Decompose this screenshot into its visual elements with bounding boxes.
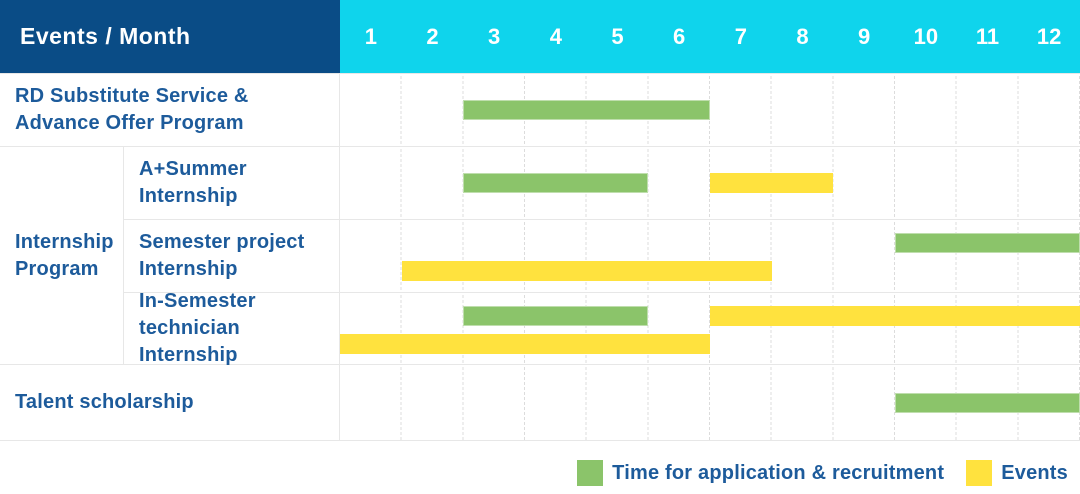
group-label-internship-program: Internship Program xyxy=(0,147,124,365)
row-label-in-semester-technician-internship: In-Semester technician Internship xyxy=(124,290,340,366)
month-header-cell: 3 xyxy=(463,0,525,74)
chart-row-rd-substitute-service xyxy=(340,74,1080,147)
chart-row-semester-project-internship xyxy=(340,220,1080,293)
application-recruitment-bar xyxy=(463,173,649,193)
legend-item-application-recruitment: Time for application & recruitment xyxy=(577,460,944,486)
application-recruitment-bar xyxy=(463,100,710,120)
month-header-cell: 6 xyxy=(648,0,710,74)
application-recruitment-bar xyxy=(463,306,649,326)
events-bar xyxy=(340,334,710,354)
month-header-cell: 8 xyxy=(771,0,834,74)
events-month-table: Events / Month 1 2 3 4 5 6 7 8 9 10 11 1… xyxy=(0,0,1080,441)
row-label-talent-scholarship: Talent scholarship xyxy=(0,365,340,441)
events-bar xyxy=(710,306,1080,326)
legend-label-events: Events xyxy=(1001,461,1068,484)
chart-row-talent-scholarship xyxy=(340,365,1080,441)
application-recruitment-bar xyxy=(895,392,1080,413)
row-label-rd-substitute-service: RD Substitute Service & Advance Offer Pr… xyxy=(0,74,340,147)
legend-item-events: Events xyxy=(966,460,1068,486)
month-header-cell: 1 xyxy=(340,0,402,74)
month-header-cell: 5 xyxy=(586,0,649,74)
chart-row-a-plus-summer-internship xyxy=(340,147,1080,220)
legend-swatch-green xyxy=(577,460,604,486)
month-header-cell: 10 xyxy=(895,0,957,74)
header-events-month: Events / Month xyxy=(0,0,340,74)
events-bar xyxy=(710,173,834,193)
month-header-cell: 11 xyxy=(956,0,1019,74)
events-bar xyxy=(401,261,772,281)
legend-swatch-yellow xyxy=(966,460,993,486)
legend-label-application-recruitment: Time for application & recruitment xyxy=(612,461,945,484)
month-header-cell: 9 xyxy=(833,0,895,74)
month-header-cell: 7 xyxy=(710,0,772,74)
row-label-semester-project-internship: Semester project Internship xyxy=(124,220,340,293)
month-header-cell: 2 xyxy=(401,0,464,74)
legend: Time for application & recruitment Event… xyxy=(577,452,1068,494)
month-header-cell: 4 xyxy=(525,0,587,74)
row-label-a-plus-summer-internship: A+Summer Internship xyxy=(124,147,340,220)
month-header-cell: 12 xyxy=(1018,0,1080,74)
chart-row-in-semester-technician-internship xyxy=(340,293,1080,365)
application-recruitment-bar xyxy=(895,233,1080,253)
